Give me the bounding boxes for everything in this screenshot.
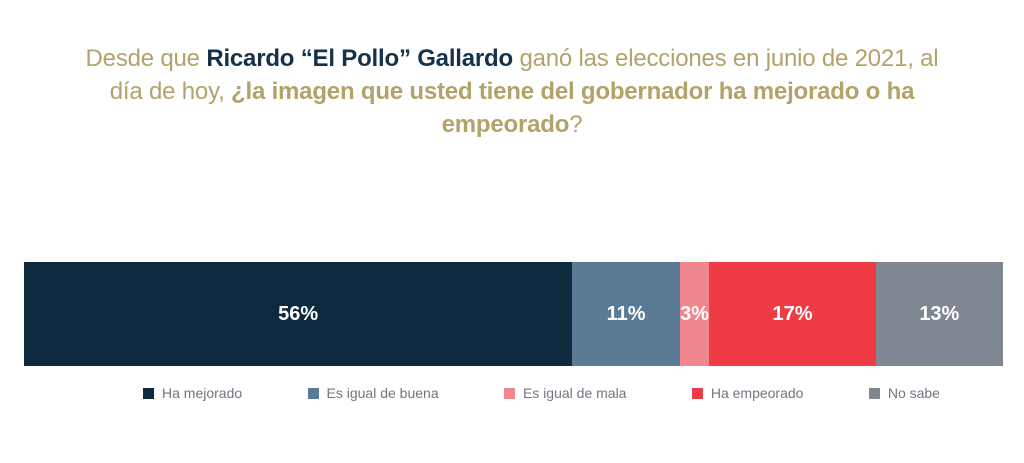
legend-label: No sabe [887, 385, 940, 401]
stacked-bar: 56% 11% 3% 17% 13% [24, 262, 1003, 366]
legend-item-ha-empeorado: Ha empeorado [691, 385, 804, 401]
bar-segment-value: 17% [772, 302, 813, 325]
legend-swatch-icon [691, 387, 703, 399]
legend-item-es-igual-de-buena: Es igual de buena [307, 385, 439, 401]
bar-segment-ha-empeorado: 17% [709, 262, 876, 366]
legend-item-es-igual-de-mala: Es igual de mala [503, 385, 627, 401]
legend-item-ha-mejorado: Ha mejorado [143, 385, 242, 401]
legend-label: Es igual de mala [522, 385, 627, 401]
legend-label: Ha empeorado [710, 385, 804, 401]
legend-swatch-icon [143, 387, 154, 399]
legend-swatch-icon [307, 387, 319, 399]
bar-segment-es-igual-de-buena: 11% [572, 262, 680, 366]
legend-swatch-icon [868, 387, 880, 399]
title-intro: Desde que [85, 45, 207, 72]
bar-segment-value: 3% [680, 302, 710, 325]
legend-label: Es igual de buena [326, 385, 439, 401]
title-governor-name: Ricardo “El Pollo” Gallardo [206, 45, 513, 72]
legend-label: Ha mejorado [162, 385, 243, 401]
title-middle: ganó las elecciones en junio de 2021, al… [109, 45, 939, 105]
legend-item-no-sabe: No sabe [868, 385, 940, 401]
legend-swatch-icon [503, 387, 515, 399]
bar-segment-es-igual-de-mala: 3% [679, 262, 710, 366]
bar-segment-ha-mejorado: 56% [24, 262, 573, 366]
bar-segment-value: 11% [606, 302, 646, 325]
chart-title: Desde que Ricardo “El Pollo” Gallardo ga… [67, 42, 957, 141]
title-question-mark: ? [569, 111, 583, 138]
bar-segment-no-sabe: 13% [875, 262, 1003, 366]
bar-segment-value: 56% [278, 302, 319, 325]
legend: Ha mejorado Es igual de buena Es igual de … [143, 385, 940, 401]
bar-segment-value: 13% [919, 302, 960, 325]
title-question: ¿la imagen que usted tiene del gobernado… [231, 78, 915, 138]
